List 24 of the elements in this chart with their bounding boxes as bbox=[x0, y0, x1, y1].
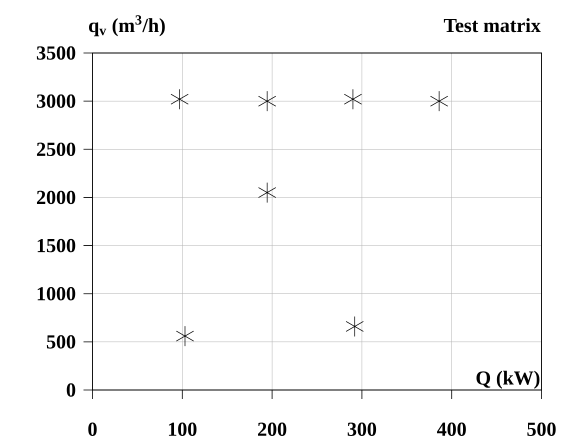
point bbox=[258, 90, 276, 112]
point bbox=[176, 326, 194, 346]
point bbox=[258, 182, 276, 203]
y-tick-label: 3000 bbox=[36, 94, 76, 108]
x-tick-label: 0 bbox=[88, 422, 97, 436]
y-tick-label: 1500 bbox=[38, 238, 76, 252]
y-tick-label: 500 bbox=[46, 335, 76, 349]
point bbox=[430, 90, 448, 112]
x-tick-label: 300 bbox=[348, 422, 376, 436]
point bbox=[170, 88, 189, 110]
y-tick-label: 2000 bbox=[36, 190, 76, 204]
y-axis-title: q$_{v}$ (m$^{3}$/h) bbox=[89, 15, 165, 36]
chart-title: Test matrix bbox=[444, 18, 541, 32]
y-tick-label: 2500 bbox=[36, 142, 76, 156]
point bbox=[346, 316, 364, 337]
y-tick-label: 0 bbox=[66, 383, 76, 397]
x-tick-label: 100 bbox=[168, 422, 196, 436]
y-tick-label: 1000 bbox=[38, 286, 76, 300]
x-tick-label: 200 bbox=[258, 422, 286, 436]
x-axis-title: Q (kW) bbox=[476, 370, 540, 389]
y-tick-label: 3500 bbox=[36, 46, 76, 60]
x-tick-label: 500 bbox=[527, 422, 556, 436]
x-tick-label: 400 bbox=[437, 422, 466, 436]
point bbox=[344, 88, 362, 110]
